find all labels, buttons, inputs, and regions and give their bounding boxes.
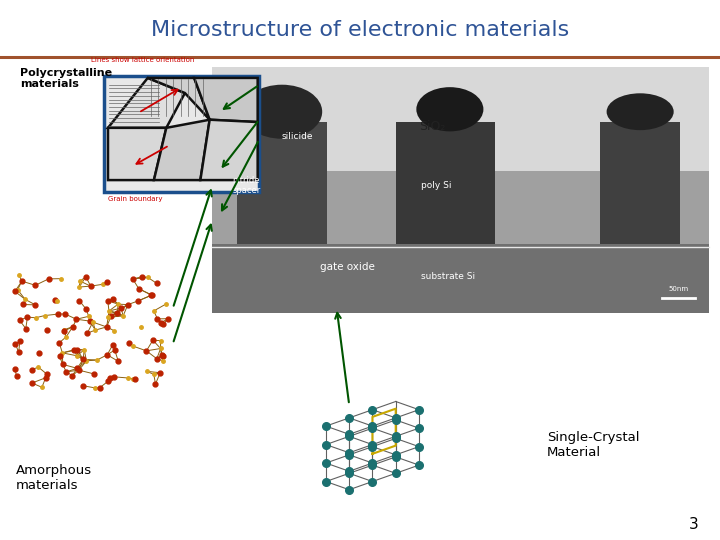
Text: 3: 3: [688, 517, 698, 532]
Text: Microstructure of electronic materials: Microstructure of electronic materials: [151, 19, 569, 40]
Text: SiO₂: SiO₂: [419, 120, 445, 133]
Text: poly Si: poly Si: [421, 181, 451, 190]
Text: Polycrystalline
materials: Polycrystalline materials: [20, 68, 112, 89]
Text: gate oxide: gate oxide: [320, 262, 375, 272]
Text: substrate Si: substrate Si: [421, 272, 475, 281]
Bar: [396, 122, 495, 245]
Ellipse shape: [416, 87, 483, 131]
Ellipse shape: [607, 93, 674, 130]
Bar: [600, 122, 680, 245]
Polygon shape: [148, 78, 210, 120]
Text: Single-Crystal
Material: Single-Crystal Material: [547, 431, 639, 460]
Bar: [212, 171, 709, 245]
Polygon shape: [108, 128, 166, 180]
Polygon shape: [200, 120, 258, 180]
Ellipse shape: [242, 85, 322, 139]
Bar: [104, 76, 259, 192]
Text: Lines show lattice orientation: Lines show lattice orientation: [91, 57, 195, 63]
Text: nitride
spacer: nitride spacer: [233, 176, 261, 195]
Bar: [212, 68, 709, 313]
Bar: [212, 68, 709, 171]
Text: 50nm: 50nm: [668, 286, 688, 292]
Text: silicide: silicide: [281, 132, 312, 141]
Polygon shape: [154, 120, 210, 180]
Text: Grain boundary: Grain boundary: [108, 197, 163, 202]
Bar: [212, 245, 709, 313]
Polygon shape: [194, 78, 258, 122]
Polygon shape: [108, 78, 185, 128]
Text: Amorphous
materials: Amorphous materials: [16, 464, 92, 492]
Bar: [237, 122, 327, 245]
